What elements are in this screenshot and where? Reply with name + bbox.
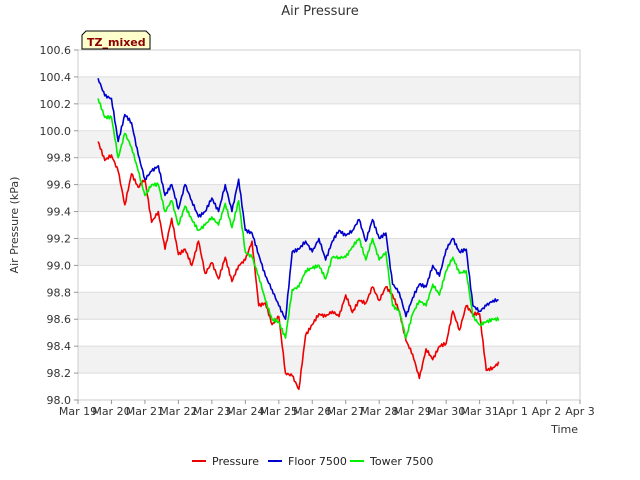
y-tick-label: 99.4 (47, 206, 72, 219)
tz-badge-label: TZ_mixed (87, 36, 146, 49)
background-band (78, 211, 580, 239)
x-tick-label: Mar 26 (293, 405, 331, 418)
y-tick-label: 98.6 (47, 313, 72, 326)
x-tick-label: Mar 25 (260, 405, 298, 418)
y-tick-label: 99.6 (47, 179, 72, 192)
y-tick-label: 99.8 (47, 152, 72, 165)
y-tick-label: 100.0 (40, 125, 72, 138)
x-tick-label: Apr 1 (498, 405, 528, 418)
x-tick-label: Mar 28 (360, 405, 398, 418)
y-tick-label: 99.0 (47, 259, 72, 272)
x-tick-label: Mar 31 (460, 405, 498, 418)
y-axis-title: Air Pressure (kPa) (8, 177, 21, 274)
x-tick-label: Mar 29 (394, 405, 432, 418)
y-tick-label: 100.6 (40, 44, 72, 57)
y-tick-label: 98.4 (47, 340, 72, 353)
x-tick-label: Mar 19 (59, 405, 97, 418)
y-tick-label: 100.4 (40, 71, 72, 84)
y-tick-label: 98.2 (47, 367, 72, 380)
y-tick-label: 99.2 (47, 232, 72, 245)
series-line-floor-7500 (97, 78, 499, 321)
background-band (78, 130, 580, 158)
legend: Pressure Floor 7500 Tower 7500 (192, 455, 433, 468)
background-band (78, 373, 580, 400)
y-tick-label: 98.0 (47, 394, 72, 407)
background-band (78, 76, 580, 104)
y-tick-label: 98.8 (47, 286, 72, 299)
x-tick-label: Mar 24 (226, 405, 264, 418)
x-tick-label: Mar 30 (427, 405, 465, 418)
x-tick-label: Mar 27 (327, 405, 365, 418)
background-band (78, 346, 580, 374)
x-tick-label: Mar 22 (159, 405, 197, 418)
background-band (78, 50, 580, 77)
tz-badge: TZ_mixed (81, 30, 151, 50)
x-tick-label: Mar 20 (92, 405, 130, 418)
x-axis-title: Time (550, 423, 578, 436)
background-band (78, 319, 580, 347)
y-axis-ticks: 98.0 98.2 98.4 98.6 98.8 99.0 99.2 99.4 99.6 99.8… (40, 44, 78, 407)
y-tick-label: 100.2 (40, 98, 72, 111)
legend-label-floor-7500: Floor 7500 (288, 455, 347, 468)
legend-label-tower-7500: Tower 7500 (369, 455, 433, 468)
series-line-pressure (97, 141, 500, 391)
chart-title: Air Pressure (281, 4, 359, 19)
background-band (78, 184, 580, 212)
x-tick-label: Mar 23 (193, 405, 231, 418)
x-tick-label: Apr 2 (532, 405, 562, 418)
plot-background-bands (78, 50, 580, 400)
background-band (78, 103, 580, 131)
x-tick-label: Apr 3 (565, 405, 595, 418)
plot-frame (77, 49, 581, 401)
series-line-tower-7500 (97, 98, 500, 339)
series-lines (97, 78, 500, 391)
x-tick-label: Mar 21 (126, 405, 164, 418)
legend-label-pressure: Pressure (212, 455, 259, 468)
